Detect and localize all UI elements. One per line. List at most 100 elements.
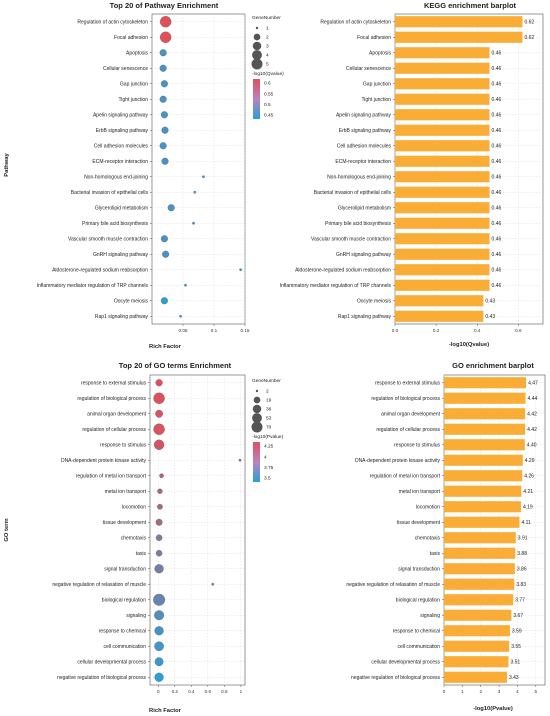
data-point [155,409,163,418]
data-point [239,268,243,272]
bar-value-label: 0.43 [485,298,495,304]
category-label: Non-homologous end-joining [327,174,391,180]
bar [395,171,490,183]
category-label: ErbB signaling pathway [96,128,149,134]
bar-value-label: 0.46 [492,252,502,258]
category-label: Vascular smooth muscle contraction [311,236,391,242]
bar-value-label: 3.91 [518,535,528,541]
x-tick-label: 0.15 [241,328,250,333]
category-label: metal ion transport [399,489,441,495]
category-label: regulation of biological process [77,396,146,402]
bar [444,656,509,668]
bar-value-label: 0.46 [492,221,502,227]
bar [444,439,525,451]
bar-value-label: 3.83 [516,582,526,588]
data-point [154,610,165,621]
plot-frame [394,13,544,325]
plot-frame [443,374,546,686]
bar [444,578,515,590]
data-point [157,488,163,494]
category-label: metal ion transport [105,489,147,495]
bar-value-label: 4.42 [527,411,537,417]
bar-value-label: 3.59 [512,628,522,634]
category-label: Inflammatory mediator regulation of TRP … [280,283,392,289]
legend-color-title: -log10(Qvalue) [252,71,284,77]
category-label: Cellular senescence [346,66,391,72]
bar [444,501,521,513]
legend-size-label: 19 [266,398,272,404]
bar [444,470,523,482]
bar [395,109,490,121]
legend-size-marker [252,50,262,60]
data-point [154,626,164,636]
bar-value-label: 0.46 [492,50,502,56]
data-point [159,95,167,103]
bar-value-label: 0.46 [492,190,502,196]
legend-size-title: GeneNumber [252,15,281,21]
bar-value-label: 0.46 [492,81,502,87]
data-point [159,142,167,150]
bar-value-label: 3.55 [511,644,521,650]
data-point [202,175,205,179]
x-axis-label: -log10(Qvalue) [449,342,489,348]
category-label: signal transduction [398,566,440,572]
category-label: tissue development [397,520,441,526]
legend-colorbar [253,79,260,119]
bar-value-label: 0.62 [524,35,534,41]
category-label: Glycerolipid metabolism [95,205,148,211]
bar [444,532,516,544]
legend-size-label: 5 [266,62,269,68]
legend-size-marker [252,404,262,414]
category-label: response to stimulus [394,442,440,448]
bar-value-label: 0.46 [492,159,502,165]
category-label: taxis [430,551,441,557]
barplot-3: GO enrichment barplot response to externa… [346,361,546,712]
bar [444,625,510,637]
legend-size-label: 70 [266,425,272,431]
x-tick-label: 5 [535,689,538,694]
bar [395,217,490,229]
legend-size-marker [252,413,262,423]
x-tick-label: 0.05 [179,328,188,333]
bar [395,140,490,152]
bar [444,485,522,497]
category-label: biological regulation [396,597,440,603]
data-point [193,190,197,194]
category-label: animal organ development [87,411,147,417]
data-point [155,379,163,387]
chart-title: GO enrichment barplot [452,361,534,370]
data-point [153,392,165,404]
bar [444,392,526,404]
data-point [159,49,167,57]
data-point [167,204,175,212]
bar [395,279,490,291]
data-point [153,593,166,606]
x-axis-label: Rich Factor [149,708,182,714]
bar-value-label: 0.46 [492,128,502,134]
category-label: Inflammatory mediator regulation of TRP … [37,283,149,289]
plot-frame [149,374,246,686]
category-label: response to chemical [393,628,440,634]
bar-value-label: 4.29 [525,458,535,464]
category-label: chemotaxis [415,535,441,541]
category-label: signal transduction [104,566,146,572]
x-tick-label: 0.4 [474,328,481,333]
bar-value-label: 3.77 [515,597,525,603]
category-label: negative regulation of relaxation of mus… [52,582,146,588]
bar-value-label: 0.46 [492,174,502,180]
category-label: GnRH signaling pathway [93,252,149,258]
data-point [159,31,172,43]
category-label: Bacterial invasion of epithelial cells [71,190,149,196]
category-label: ECM-receptor interaction [92,159,148,165]
category-label: Cellular senescence [103,66,148,72]
category-label: locomotion [122,504,146,510]
legend-color-label: 0.5 [264,102,271,108]
bar [444,423,526,435]
category-label: regulation of metal ion transport [370,473,441,479]
category-label: response to chemical [99,628,146,634]
category-label: Glycerolipid metabolism [338,205,391,211]
category-label: response to external stimulus [375,380,441,386]
x-tick-label: 0.4 [188,689,195,694]
bar [395,124,490,136]
